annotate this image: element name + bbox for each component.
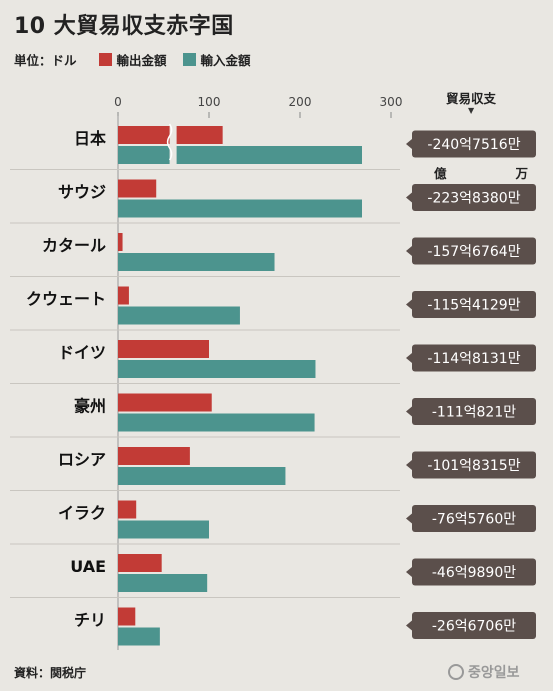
- balance-pointer: [406, 353, 412, 363]
- balance-value-box: [412, 398, 536, 425]
- category-label: クウェート: [26, 290, 106, 309]
- axis-break-mark: [166, 123, 173, 161]
- balance-value-label: -111억821만: [432, 405, 516, 421]
- import-bar: [118, 199, 362, 218]
- balance-pointer: [406, 567, 412, 577]
- balance-pointer: [406, 460, 412, 470]
- export-bar: [118, 500, 137, 519]
- import-bar: [118, 574, 208, 592]
- category-label: サウジ: [58, 183, 106, 202]
- balance-value-label: -26억6706만: [432, 619, 516, 635]
- category-label: ドイツ: [58, 343, 106, 362]
- category-label: チリ: [74, 611, 106, 630]
- brand-logo: 중앙일보: [448, 662, 520, 682]
- brand-icon: [448, 664, 464, 680]
- brand-name: 중앙일보: [468, 665, 520, 681]
- balance-pointer: [406, 299, 412, 310]
- x-tick-label: 100: [198, 95, 221, 109]
- balance-value-box: [412, 237, 536, 265]
- import-legend-label: 輸入金額: [200, 53, 251, 68]
- export-bar: [118, 447, 190, 465]
- import-bar: [118, 253, 275, 271]
- balance-value-box: [412, 612, 536, 639]
- export-bar: [118, 179, 157, 198]
- x-tick-label: 300: [380, 95, 403, 109]
- balance-value-label: -114억8131만: [427, 351, 520, 367]
- balance-value-box: [412, 505, 536, 532]
- category-label: ロシア: [58, 450, 106, 469]
- export-bar: [118, 340, 209, 358]
- balance-value-label: -101억8315만: [427, 458, 520, 474]
- unit-note: 億 万: [422, 163, 540, 182]
- balance-value-label: -157억6764만: [427, 244, 520, 260]
- unit-note-oku: 億: [434, 166, 447, 181]
- import-bar: [118, 360, 316, 378]
- category-label: イラク: [58, 504, 106, 523]
- balance-value-box: [412, 291, 536, 318]
- category-label: 日本: [74, 129, 106, 148]
- export-bar: [118, 393, 212, 412]
- export-swatch: [98, 53, 112, 66]
- export-bar: [118, 233, 123, 251]
- balance-value-label: -76억5760만: [432, 512, 516, 528]
- export-bar: [118, 554, 162, 572]
- export-bar: [118, 286, 129, 305]
- import-swatch: [182, 53, 196, 66]
- balance-value-box: [412, 451, 536, 479]
- balance-value-box: [412, 130, 536, 158]
- unit-note-man: 万: [515, 166, 528, 181]
- balance-pointer: [406, 246, 412, 256]
- x-tick-label: 200: [289, 95, 312, 109]
- category-label: カタール: [42, 236, 106, 255]
- axis-break-gap: [169, 124, 177, 166]
- balance-value-label: -240억7516만: [427, 137, 520, 153]
- x-tick-label: 0: [114, 95, 122, 109]
- import-bar: [118, 146, 362, 164]
- chart-title: 10 大貿易収支赤字国: [14, 14, 234, 39]
- import-bar: [118, 627, 160, 646]
- balance-value-label: -46억9890만: [432, 565, 516, 581]
- import-bar: [118, 413, 315, 432]
- category-label: 豪州: [74, 397, 106, 416]
- unit-label: 単位：ドル: [14, 53, 77, 68]
- source-note: 資料：関税庁: [14, 666, 87, 680]
- balance-pointer: [406, 620, 412, 631]
- import-bar: [118, 467, 286, 485]
- balance-pointer: [406, 192, 412, 203]
- balance-value-label: -115억4129만: [427, 298, 520, 314]
- down-triangle-icon: ▼: [468, 106, 475, 115]
- balance-value-box: [412, 184, 536, 211]
- legend: 単位：ドル 輸出金額 輸入金額: [14, 50, 251, 69]
- export-bar: [118, 607, 136, 626]
- import-bar: [118, 520, 209, 539]
- balance-pointer: [406, 513, 412, 524]
- category-label: UAE: [70, 557, 106, 576]
- import-bar: [118, 306, 240, 325]
- balance-pointer: [406, 139, 412, 149]
- balance-column-header: 貿易収支: [446, 91, 497, 106]
- balance-value-box: [412, 558, 536, 586]
- balance-pointer: [406, 406, 412, 417]
- export-legend-label: 輸出金額: [116, 53, 167, 68]
- balance-value-label: -223억8380만: [427, 191, 520, 207]
- balance-value-box: [412, 344, 536, 372]
